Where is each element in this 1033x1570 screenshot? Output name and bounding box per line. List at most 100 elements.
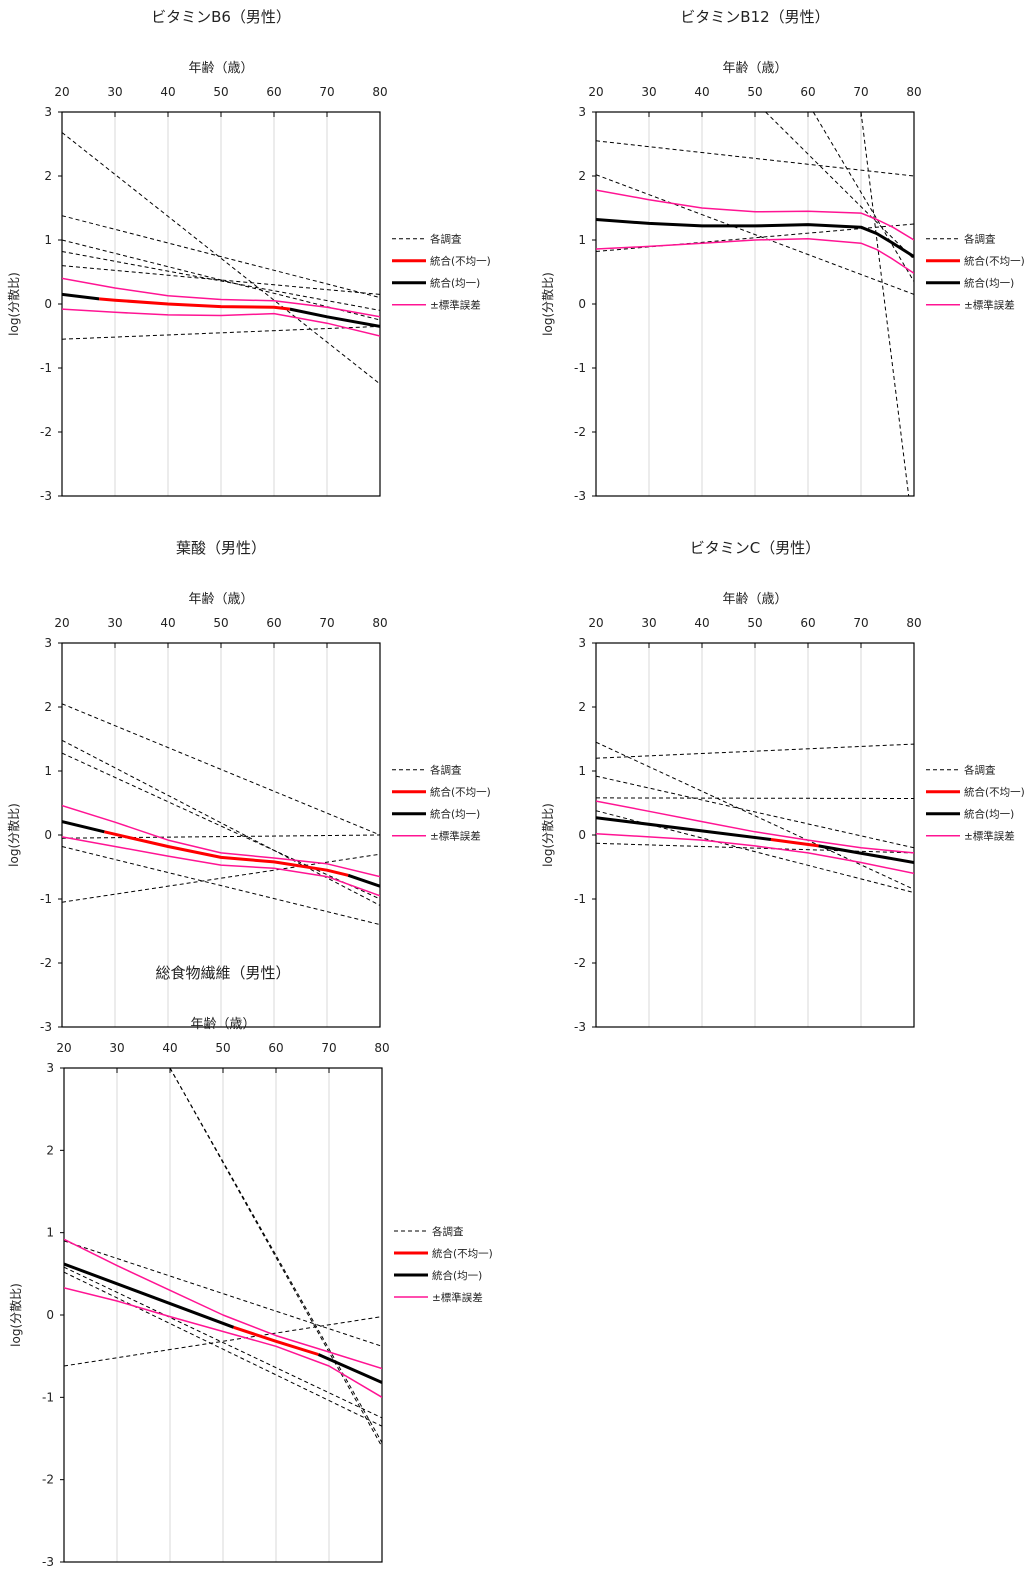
y-tick-label: 1 — [46, 1226, 54, 1240]
chart-3: 葉酸（男性） 年齢（歳） log(分散比) 20 30 40 50 60 70 80 3 2 1 0 -1 -… — [6, 539, 491, 1034]
series-line-se — [64, 1287, 382, 1398]
series-line-study — [860, 112, 910, 496]
series-line-study — [596, 174, 914, 295]
x-tick-label: 60 — [800, 85, 815, 99]
y-tick-label: -2 — [574, 956, 586, 970]
legend-label: 統合(均一) — [964, 808, 1014, 821]
series-line-homo — [62, 820, 105, 834]
y-tick-label: -2 — [574, 425, 586, 439]
x-tick-label: 50 — [747, 85, 762, 99]
legend-label: 統合(均一) — [432, 1269, 482, 1282]
series-line-study — [596, 741, 914, 890]
series-line-study — [62, 215, 380, 299]
y-tick-label: 1 — [44, 233, 52, 247]
y-tick-label: -2 — [40, 425, 52, 439]
series-line-se — [596, 237, 914, 274]
x-tick-label: 20 — [588, 85, 603, 99]
y-tick-label: 3 — [578, 636, 586, 650]
series-line-hetero — [104, 830, 349, 877]
x-tick-label: 80 — [906, 616, 921, 630]
chart-1: ビタミンB6（男性） 年齢（歳） log(分散比) 20 30 40 50 60 70 80 3 2 1… — [6, 8, 491, 503]
series-line-study — [596, 775, 914, 849]
y-tick-label: -3 — [574, 1020, 586, 1034]
x-tick-label: 30 — [641, 85, 656, 99]
legend-label: ±標準誤差 — [430, 299, 481, 312]
series-line-study — [596, 140, 914, 177]
x-tick-label: 30 — [641, 616, 656, 630]
x-tick-label: 20 — [588, 616, 603, 630]
y-tick-label: 1 — [44, 764, 52, 778]
y-tick-label: 2 — [46, 1143, 54, 1157]
legend-label: 統合(均一) — [964, 277, 1014, 290]
x-tick-label: 50 — [213, 85, 228, 99]
y-tick-label: 0 — [578, 828, 586, 842]
y-tick-label: -1 — [40, 892, 52, 906]
chart-title: 葉酸（男性） — [176, 539, 266, 557]
series-line-homo — [317, 1353, 382, 1384]
y-tick-label: -1 — [42, 1390, 54, 1404]
series-line-hetero — [770, 838, 819, 848]
y-tick-label: -1 — [574, 361, 586, 375]
series-group — [596, 741, 914, 894]
y-tick-label: 2 — [44, 700, 52, 714]
chart-title: 総食物繊維（男性） — [155, 964, 290, 982]
y-tick-label: 1 — [578, 233, 586, 247]
series-line-se — [62, 804, 380, 878]
legend-label: 各調査 — [432, 1225, 464, 1238]
x-tick-label: 40 — [694, 616, 709, 630]
series-line-se — [596, 832, 914, 875]
series-line-homo — [596, 816, 772, 841]
y-tick-label: 0 — [578, 297, 586, 311]
y-tick-label: -1 — [40, 361, 52, 375]
legend-label: 各調査 — [964, 233, 996, 246]
y-tick-label: 3 — [44, 105, 52, 119]
x-tick-label: 60 — [266, 616, 281, 630]
y-tick-label: 3 — [46, 1061, 54, 1075]
x-axis-label: 年齢（歳） — [190, 1017, 255, 1032]
chart-title: ビタミンC（男性） — [690, 539, 820, 557]
y-tick-label: 0 — [44, 828, 52, 842]
series-line-hetero — [233, 1325, 319, 1356]
series-line-homo — [347, 873, 380, 888]
chart-5: 総食物繊維（男性） 年齢（歳） log(分散比) 20 30 40 50 60 70 80 3 2 1 0… — [8, 964, 493, 1569]
x-tick-label: 70 — [321, 1041, 336, 1055]
x-tick-label: 70 — [853, 616, 868, 630]
series-line-study — [62, 853, 380, 903]
legend-label: 統合(不均一) — [432, 1247, 493, 1260]
legend-label: ±標準誤差 — [964, 830, 1015, 843]
y-axis-label: log(分散比) — [540, 272, 555, 336]
series-line-study — [64, 1271, 382, 1427]
series-line-se — [596, 800, 914, 854]
y-axis-label: log(分散比) — [540, 803, 555, 867]
x-tick-label: 70 — [319, 85, 334, 99]
series-line-homo — [62, 292, 100, 301]
y-tick-label: -3 — [40, 489, 52, 503]
legend-label: 統合(均一) — [430, 277, 480, 290]
y-tick-label: 2 — [578, 700, 586, 714]
series-group — [62, 703, 380, 926]
x-axis-label: 年齢（歳） — [722, 61, 787, 76]
legend-label: ±標準誤差 — [964, 299, 1015, 312]
x-tick-label: 40 — [160, 85, 175, 99]
series-line-study — [596, 810, 914, 894]
x-tick-label: 80 — [372, 85, 387, 99]
series-line-study — [62, 265, 380, 295]
series-line-homo — [289, 307, 380, 328]
x-tick-label: 50 — [215, 1041, 230, 1055]
y-tick-label: 2 — [44, 169, 52, 183]
series-group — [64, 1068, 382, 1447]
series-group — [62, 132, 380, 385]
chart-2: ビタミンB12（男性）年齢（歳）log(分散比)20 30 40 50 60 70 8032… — [540, 8, 1025, 503]
y-tick-label: 0 — [46, 1308, 54, 1322]
y-tick-label: 0 — [44, 297, 52, 311]
legend-label: 各調査 — [430, 764, 462, 777]
legend-label: 統合(均一) — [430, 808, 480, 821]
y-tick-label: -3 — [574, 489, 586, 503]
y-tick-label: -2 — [42, 1473, 54, 1487]
series-line-study — [64, 1266, 382, 1419]
series-line-se — [596, 189, 914, 241]
